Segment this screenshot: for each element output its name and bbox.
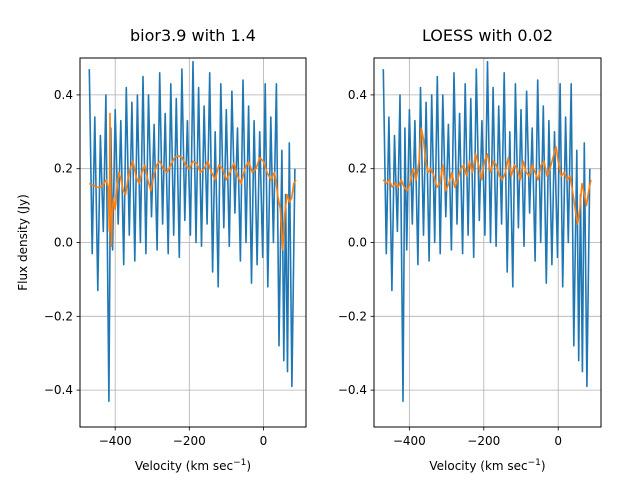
y-tick-label: 0.2 <box>54 162 73 176</box>
axes-left: −400 −200 0 −0.4 −0.2 0.0 0.2 0.4 bior3.9 with 1… <box>16 26 307 473</box>
x-tick-label: 0 <box>260 434 268 448</box>
x-tick-label: 0 <box>554 434 562 448</box>
y-tick-label: 0.4 <box>348 88 367 102</box>
x-axis-label-text: Velocity (km sec <box>135 459 233 473</box>
y-tick-label: 0.2 <box>348 162 367 176</box>
x-tick-label: −400 <box>99 434 132 448</box>
axes-right: −400 −200 0 −0.4 −0.2 0.0 0.2 0.4 LOESS with 0.0… <box>338 26 602 473</box>
smoothed-flux-line <box>88 112 297 251</box>
chart-title: bior3.9 with 1.4 <box>130 26 256 45</box>
x-axis-label: Velocity (km sec−1) <box>429 458 545 473</box>
y-tick-label: 0.0 <box>348 236 367 250</box>
y-tick-label: 0.0 <box>54 236 73 250</box>
x-tick-label: −400 <box>393 434 426 448</box>
raw-flux-line <box>88 60 296 403</box>
y-tick-label: −0.4 <box>338 383 367 397</box>
x-axis-label-tail: ) <box>541 459 546 473</box>
y-tick-label: −0.4 <box>44 383 73 397</box>
x-axis-label-exponent: −1 <box>233 458 246 468</box>
y-tick-label: −0.2 <box>338 309 367 323</box>
x-tick-label: −200 <box>467 434 500 448</box>
y-tick-label: 0.4 <box>54 88 73 102</box>
chart-title: LOESS with 0.02 <box>422 26 553 45</box>
x-axis-label-text: Velocity (km sec <box>429 459 527 473</box>
x-axis-label-tail: ) <box>246 459 251 473</box>
y-tick-label: −0.2 <box>44 309 73 323</box>
x-axis-label-exponent: −1 <box>528 458 541 468</box>
plot-area <box>382 60 592 403</box>
x-tick-label: −200 <box>173 434 206 448</box>
plot-area <box>88 60 297 403</box>
x-axis-label: Velocity (km sec−1) <box>135 458 251 473</box>
y-axis-label: Flux density (Jy) <box>16 194 30 291</box>
smoothed-flux-line <box>382 127 592 225</box>
raw-flux-line <box>382 60 591 403</box>
